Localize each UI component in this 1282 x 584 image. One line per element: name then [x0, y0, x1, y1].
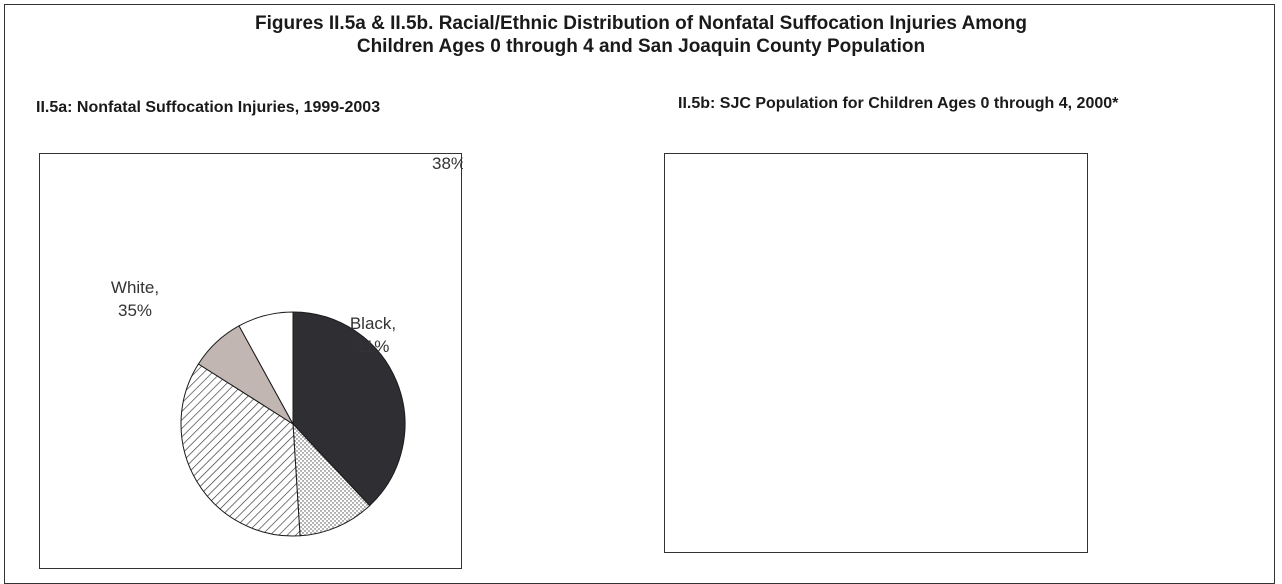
- slice-label-hispanic-line-1: 38%: [432, 154, 463, 173]
- figure-title: Figures II.5a & II.5b. Racial/Ethnic Dis…: [0, 12, 1282, 58]
- slice-label-hispanic: Hispanic,38%: [414, 154, 463, 173]
- figure-title-line-2: Children Ages 0 through 4 and San Joaqui…: [356, 36, 926, 57]
- pie-slice-hispanic: [292, 311, 406, 507]
- slice-label-black-line-0: Black,: [350, 314, 396, 333]
- slice-label-white: White, 35%: [111, 278, 159, 320]
- slice-label-black: Black, 11%: [350, 314, 396, 356]
- chart-b-title: II.5b: SJC Population for Children Ages …: [678, 95, 1119, 112]
- chart-a-panel: Hispanic,38%Black,11%White,35%Asian/PI,8…: [39, 153, 463, 569]
- slice-label-white-line-1: 35%: [118, 301, 152, 320]
- chart-b-pie: Hispanic,44%Black, 7%White,33%Asian/PI,1…: [665, 154, 1089, 554]
- pie-slice-other: [238, 311, 294, 425]
- slice-label-black-line-1: 11%: [357, 337, 390, 356]
- chart-a-pie: Hispanic,38%Black,11%White,35%Asian/PI,8…: [111, 154, 463, 537]
- pie-slice-white: [180, 363, 301, 537]
- chart-a-title: II.5a: Nonfatal Suffocation Injuries, 19…: [36, 99, 381, 116]
- figure-title-line-1: Figures II.5a & II.5b. Racial/Ethnic Dis…: [254, 13, 1028, 34]
- slice-label-white-line-0: White,: [111, 278, 159, 297]
- chart-b-panel: Hispanic,44%Black, 7%White,33%Asian/PI,1…: [664, 153, 1088, 553]
- pie-slice-black: [292, 422, 371, 537]
